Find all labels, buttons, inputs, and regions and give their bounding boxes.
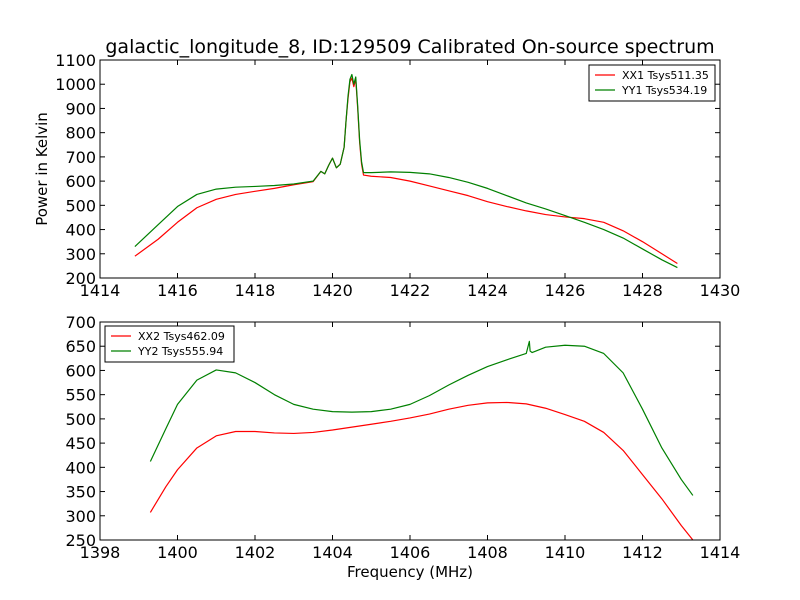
series-line-xx2	[149, 401, 694, 540]
legend-label: YY1 Tsys534.19	[621, 84, 707, 97]
y-tick-label: 400	[65, 221, 96, 240]
y-tick-label: 1100	[55, 51, 96, 70]
x-tick-label: 1408	[467, 543, 508, 562]
series-line-yy1	[134, 73, 678, 269]
series-line-xx1	[134, 77, 678, 264]
y-tick-label: 500	[65, 196, 96, 215]
x-tick-label: 1424	[467, 281, 508, 300]
x-tick-label: 1426	[545, 281, 586, 300]
y-tick-label: 350	[65, 483, 96, 502]
x-tick-label: 1428	[622, 281, 663, 300]
x-tick-label: 1398	[80, 543, 121, 562]
y-tick-label: 300	[65, 245, 96, 264]
x-tick-label: 1430	[700, 281, 741, 300]
x-tick-label: 1422	[390, 281, 431, 300]
legend-label: XX2 Tsys462.09	[138, 330, 225, 343]
x-tick-label: 1414	[700, 543, 741, 562]
x-tick-label: 1410	[545, 543, 586, 562]
y-tick-label: 550	[65, 386, 96, 405]
y-tick-label: 900	[65, 99, 96, 118]
x-tick-label: 1414	[80, 281, 121, 300]
x-tick-label: 1406	[390, 543, 431, 562]
x-tick-label: 1412	[622, 543, 663, 562]
bottom-plot-panel: 1398 1400 1402 1404 1406 1408 1410 1412 1414 250 3…	[65, 313, 740, 562]
legend-box	[104, 325, 235, 363]
y-tick-label: 700	[65, 313, 96, 332]
y-tick-label: 650	[65, 337, 96, 356]
y-tick-label: 300	[65, 507, 96, 526]
x-tick-label: 1418	[235, 281, 276, 300]
x-tick-label: 1402	[235, 543, 276, 562]
legend-label: YY2 Tsys555.94	[137, 345, 223, 358]
series-line-yy2	[149, 340, 694, 496]
y-tick-label: 250	[65, 531, 96, 550]
x-tick-label: 1400	[157, 543, 198, 562]
y-tick-label: 700	[65, 148, 96, 167]
y-tick-label: 600	[65, 361, 96, 380]
y-axis-label: Power in Kelvin	[33, 112, 51, 226]
x-tick-label: 1420	[312, 281, 353, 300]
y-tick-label: 500	[65, 410, 96, 429]
y-tick-label: 450	[65, 434, 96, 453]
y-tick-label: 1000	[55, 75, 96, 94]
top-plot-panel: 1414 1416 1418 1420 1422 1424 1426 1428 1430 200 3…	[55, 51, 740, 300]
y-tick-label: 800	[65, 124, 96, 143]
x-tick-label: 1416	[157, 281, 198, 300]
legend-box	[588, 64, 716, 102]
chart-title: galactic_longitude_8, ID:129509 Calibrat…	[105, 36, 714, 58]
y-tick-label: 200	[65, 269, 96, 288]
y-tick-label: 400	[65, 458, 96, 477]
legend: XX1 Tsys511.35 YY1 Tsys534.19	[588, 64, 716, 102]
x-axis-label: Frequency (MHz)	[347, 563, 473, 581]
legend-label: XX1 Tsys511.35	[622, 69, 709, 82]
x-tick-label: 1404	[312, 543, 353, 562]
y-tick-label: 600	[65, 172, 96, 191]
legend: XX2 Tsys462.09 YY2 Tsys555.94	[104, 325, 235, 363]
